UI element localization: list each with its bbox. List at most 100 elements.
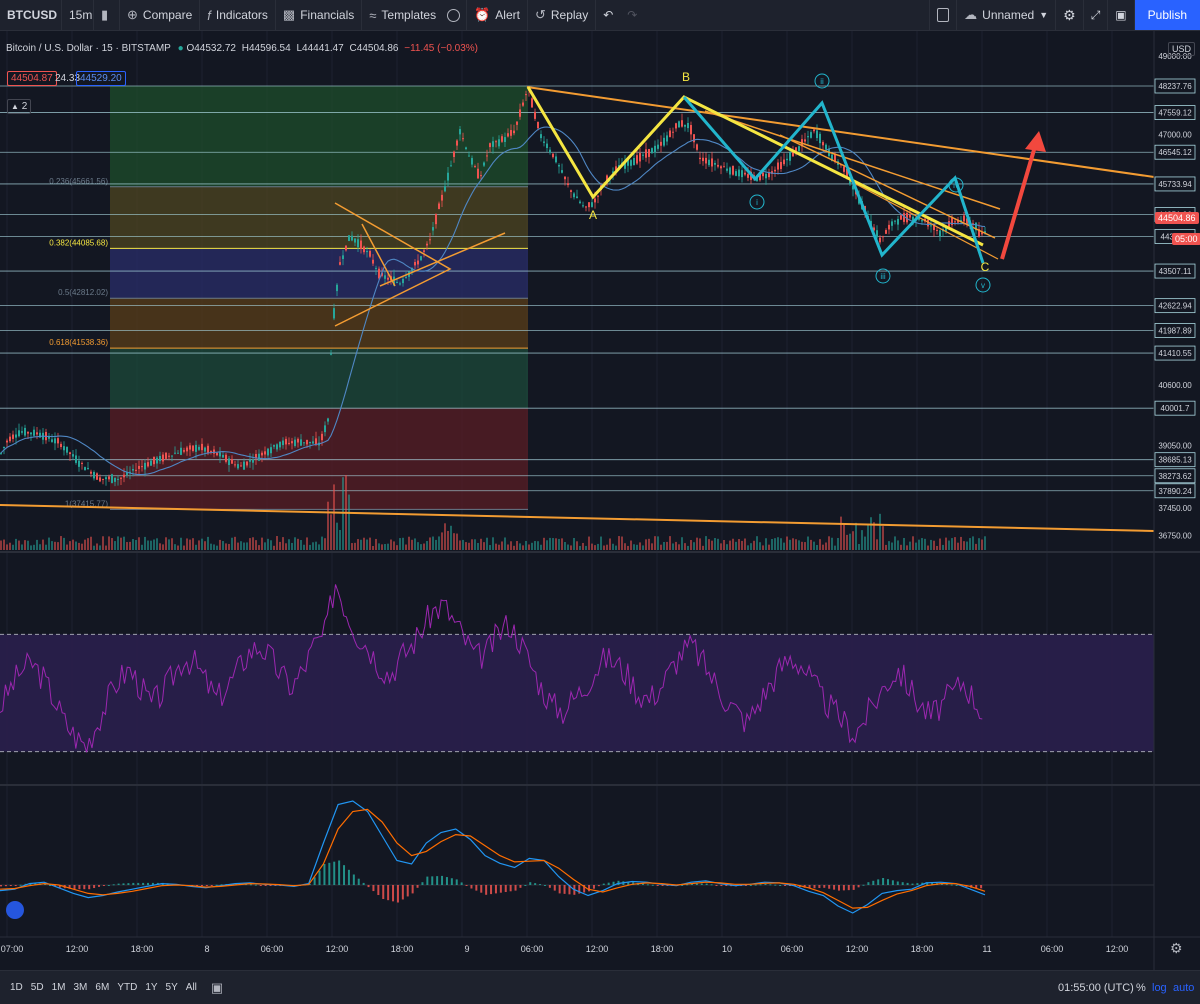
- volume-bar: [57, 542, 59, 550]
- range-button-1m[interactable]: 1M: [51, 982, 66, 993]
- redo-button[interactable]: ↷: [620, 0, 644, 30]
- range-button-3m[interactable]: 3M: [73, 982, 88, 993]
- candle-body: [18, 430, 20, 437]
- ask-badge[interactable]: 44529.20: [76, 71, 126, 86]
- volume-bar: [165, 537, 167, 550]
- bid-badge[interactable]: 44504.87: [7, 71, 57, 86]
- triangle-pattern: [361, 223, 396, 287]
- candle-body: [60, 443, 62, 447]
- candle-body: [219, 452, 221, 457]
- fullscreen-button[interactable]: ⤢: [1084, 0, 1109, 30]
- candle-body: [114, 477, 116, 482]
- compare-button[interactable]: ⊕ Compare: [120, 0, 201, 30]
- level-price-tag: [1154, 452, 1196, 468]
- volume-bar: [372, 545, 374, 550]
- candle-body: [153, 456, 155, 465]
- volume-bar: [423, 543, 425, 550]
- volume-bar: [108, 536, 110, 550]
- axis-settings-icon[interactable]: ⚙: [1170, 940, 1183, 956]
- volume-bar: [12, 544, 14, 550]
- volume-bar: [219, 539, 221, 550]
- chart-canvas[interactable]: 0.236(45661.56) 0.382(44085.68) 0.5(42812.…: [0, 31, 1200, 970]
- indicators-collapse-toggle[interactable]: ▲ 2: [7, 99, 32, 114]
- templates-dropdown[interactable]: [443, 0, 468, 30]
- settings-button[interactable]: ⚙: [1056, 0, 1084, 30]
- level-price-tag: [1154, 78, 1196, 94]
- utc-clock[interactable]: 01:55:00 (UTC): [1058, 981, 1134, 994]
- volume-bar: [696, 537, 698, 550]
- publish-button[interactable]: Publish: [1134, 0, 1200, 30]
- auto-toggle[interactable]: auto: [1173, 981, 1195, 994]
- alert-button[interactable]: ⏰ Alert: [467, 0, 528, 30]
- macd-histogram-bar: [651, 884, 654, 886]
- volume-bar: [750, 543, 752, 550]
- templates-button[interactable]: ≈ Templates: [362, 0, 443, 30]
- macd-histogram-bar: [210, 885, 213, 886]
- candle-body: [909, 214, 911, 218]
- volume-bar: [918, 539, 920, 550]
- volume-bar: [807, 536, 809, 550]
- log-toggle[interactable]: log: [1152, 981, 1167, 994]
- candle-body: [474, 166, 476, 168]
- replay-button[interactable]: ↺ Replay: [528, 0, 597, 30]
- chart-style-button[interactable]: ▮: [94, 0, 120, 30]
- indicators-button[interactable]: f Indicators: [200, 0, 276, 30]
- candle-body: [141, 466, 143, 468]
- level-price-tag: [1154, 345, 1196, 361]
- volume-bar: [660, 544, 662, 550]
- range-button-5d[interactable]: 5D: [30, 982, 44, 993]
- macd-histogram-bar: [19, 884, 22, 886]
- candle-body: [330, 353, 332, 355]
- candle-body: [405, 276, 407, 278]
- range-button-ytd[interactable]: YTD: [117, 982, 138, 993]
- range-button-5y[interactable]: 5Y: [165, 982, 178, 993]
- currency-label[interactable]: USD: [1168, 42, 1196, 56]
- candle-body: [276, 444, 278, 450]
- symbol-search-button[interactable]: BTCUSD: [0, 0, 62, 30]
- volume-bar: [726, 544, 728, 550]
- candle-body: [708, 159, 710, 166]
- candle-body: [978, 229, 980, 237]
- candle-body: [24, 427, 26, 436]
- range-button-1y[interactable]: 1Y: [145, 982, 158, 993]
- layout-checkbox[interactable]: [929, 0, 958, 30]
- candle-body: [675, 123, 677, 129]
- financials-button[interactable]: ▩ Financials: [276, 0, 363, 30]
- candle-body: [378, 268, 380, 279]
- candle-body: [645, 149, 647, 158]
- level-price-text: 46545.12: [1158, 148, 1192, 157]
- candle-body: [735, 171, 737, 176]
- undo-button[interactable]: ↶: [596, 0, 620, 30]
- date-range-icon[interactable]: ▣: [210, 979, 224, 995]
- candle-body: [78, 460, 80, 467]
- layout-name-button[interactable]: ☁ Unnamed ▼: [957, 0, 1057, 30]
- volume-bar: [195, 544, 197, 550]
- interval-button[interactable]: 15m: [62, 0, 94, 30]
- candle-body: [327, 418, 329, 422]
- bottom-toolbar: 1D 5D 1M 3M 6M YTD 1Y 5Y All ▣ 01:55:00 (UTC) % …: [0, 970, 1200, 1004]
- volume-bar: [705, 536, 707, 550]
- volume-bar: [429, 537, 431, 550]
- macd-histogram-bar: [539, 884, 542, 886]
- volume-bar: [438, 536, 440, 550]
- candle-body: [273, 445, 275, 447]
- volume-bar: [339, 529, 341, 550]
- volume-bar: [957, 542, 959, 550]
- percent-toggle[interactable]: %: [1136, 981, 1146, 994]
- range-button-all[interactable]: All: [185, 982, 197, 993]
- range-button-6m[interactable]: 6M: [95, 982, 110, 993]
- price-axis: 48237.7647559.1246545.1245733.9444951.96…: [1154, 31, 1200, 970]
- candle-body: [402, 278, 404, 284]
- candle-body: [798, 146, 800, 152]
- macd-histogram-bar: [916, 883, 919, 885]
- fib-level-label: 1(37415.77): [65, 499, 108, 508]
- volume-bar: [354, 542, 356, 550]
- time-tick: 11: [982, 944, 991, 954]
- snapshot-button[interactable]: ▣: [1108, 0, 1135, 30]
- chevron-icon: ▲: [11, 102, 19, 111]
- volume-bar: [246, 542, 248, 550]
- volume-bar: [702, 545, 704, 550]
- candle-body: [132, 469, 134, 471]
- candle-body: [411, 267, 413, 271]
- range-button-1d[interactable]: 1D: [10, 982, 23, 993]
